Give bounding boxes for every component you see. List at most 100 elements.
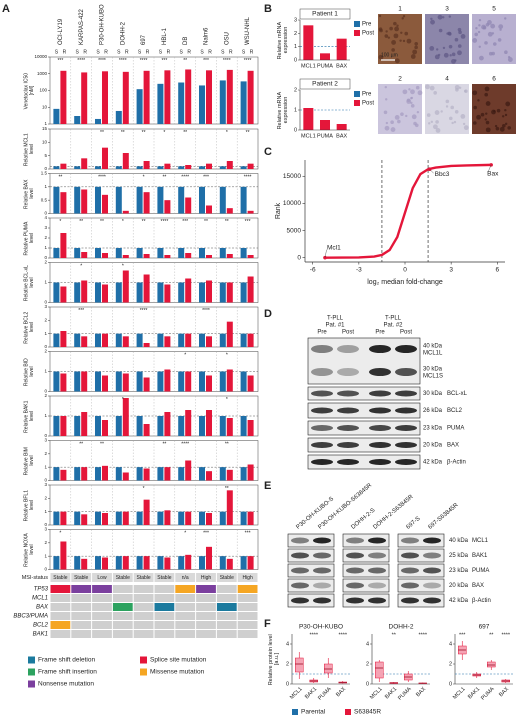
- blot-band: [369, 442, 391, 448]
- blot-frame: [342, 578, 390, 593]
- cell-spot: [430, 19, 435, 25]
- bar: [74, 248, 81, 258]
- cell-spot: [448, 44, 453, 49]
- bar: [247, 333, 254, 347]
- box: [295, 657, 304, 673]
- bar: [143, 274, 150, 303]
- blot-band: [291, 537, 309, 544]
- cell-spot: [491, 32, 495, 35]
- x-tick-label: 6: [495, 267, 499, 274]
- label-line: expression: [283, 27, 289, 54]
- blot-band: [313, 552, 331, 559]
- cell-spot: [393, 33, 399, 39]
- blot-band: [346, 597, 364, 604]
- band-name: PUMA: [472, 568, 489, 574]
- blot-band: [395, 390, 417, 397]
- bar: [164, 163, 171, 169]
- bar: [122, 71, 129, 124]
- bar: [95, 248, 101, 258]
- gene-label: BAX: [36, 605, 49, 611]
- cell-spot: [442, 46, 446, 50]
- bar: [247, 375, 254, 392]
- blot-band: [369, 407, 391, 414]
- cell-spot: [457, 44, 462, 48]
- msi-status: Stable: [157, 575, 171, 581]
- cell-spot: [504, 109, 507, 112]
- bar: [74, 556, 81, 570]
- legend-label: Post: [362, 31, 374, 37]
- significance: *: [184, 352, 186, 358]
- band-name: MCL1S: [423, 374, 443, 380]
- bar: [185, 511, 192, 525]
- y-tick-label: 1: [44, 184, 47, 189]
- significance: **: [100, 130, 104, 136]
- significance: *: [226, 130, 228, 136]
- cell-spot: [477, 99, 480, 102]
- x-tick-label: MCL1: [289, 686, 304, 701]
- bar: [185, 371, 192, 392]
- blot-band: [346, 552, 364, 559]
- cell-spot: [480, 112, 485, 117]
- significance: ****: [98, 174, 106, 180]
- cell-spot: [400, 112, 404, 116]
- mutation-cell: [133, 603, 154, 611]
- lane-label: P30-OH-KUBO-S: [295, 496, 335, 531]
- mutation-cell: [92, 594, 112, 602]
- bar: [81, 371, 88, 392]
- cell-spot: [406, 98, 411, 103]
- cell-spot: [410, 97, 413, 100]
- bar: [178, 511, 185, 525]
- cell-spot: [491, 109, 496, 115]
- y-tick-label: 0.5: [41, 197, 48, 202]
- bar: [226, 490, 233, 525]
- msi-status: Stable: [53, 575, 67, 581]
- mutation-cell: [237, 612, 258, 620]
- bar: [164, 369, 171, 392]
- band-name: BCL-xL: [447, 391, 468, 397]
- bar: [74, 186, 81, 214]
- blot-frame: [287, 548, 335, 563]
- legend-label: Splice site mutation: [150, 657, 207, 664]
- bar: [240, 467, 247, 481]
- cell-spot: [485, 120, 490, 125]
- blot-frame: [397, 593, 445, 608]
- significance: **: [162, 174, 166, 180]
- band-name: BAX: [447, 443, 459, 449]
- msi-status: Stable: [74, 575, 88, 581]
- cell-spot: [476, 114, 481, 120]
- panel-label: A: [2, 3, 10, 15]
- lane-label: Pre: [375, 330, 385, 336]
- blot-band: [395, 407, 417, 414]
- cell-spot: [434, 54, 440, 60]
- mutation-cell: [216, 630, 237, 638]
- cell-spot: [481, 24, 486, 30]
- x-tick-label: PUMA: [317, 686, 333, 702]
- x-tick-label: MCL1: [369, 686, 384, 701]
- legend-swatch: [354, 100, 360, 106]
- cell-spot: [460, 33, 466, 39]
- blot-band: [313, 597, 331, 604]
- blot-band: [423, 582, 441, 589]
- bar: [185, 460, 192, 481]
- mutation-cell: [92, 612, 112, 620]
- bar: [178, 248, 185, 258]
- bar: [164, 255, 171, 258]
- lane-label: 697-S63845R: [427, 502, 460, 531]
- mutation-cell: [50, 621, 71, 629]
- bar: [226, 469, 233, 481]
- bar: [157, 556, 164, 570]
- bar: [206, 336, 212, 347]
- mutation-cell: [154, 585, 175, 593]
- bar: [164, 412, 171, 436]
- bar: [164, 467, 171, 481]
- legend-label: Frame shift deletion: [38, 657, 95, 664]
- blot-band: [337, 390, 359, 397]
- mutation-cell: [196, 603, 216, 611]
- cell-spot: [397, 119, 401, 124]
- sample-label: S: [242, 49, 246, 55]
- band-name: MCL1: [472, 538, 489, 544]
- bar: [143, 161, 150, 169]
- x-tick-label: BAK1: [467, 686, 481, 700]
- annotation: Bbc3: [435, 171, 450, 178]
- cell-spot: [484, 92, 489, 97]
